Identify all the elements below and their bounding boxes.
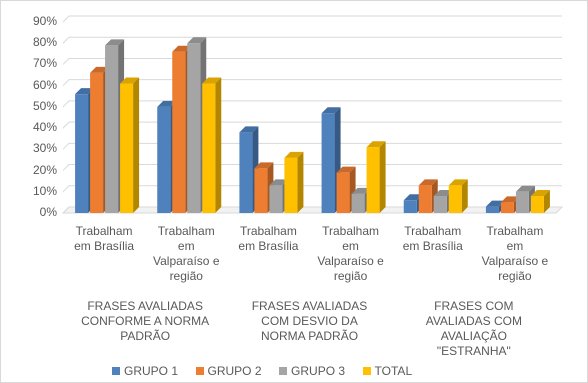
bar-top xyxy=(75,88,95,95)
bar-top xyxy=(500,196,520,203)
bar xyxy=(75,94,89,213)
bar xyxy=(239,132,253,213)
y-tick-label: 50% xyxy=(32,98,57,113)
grid-line xyxy=(62,36,562,44)
x-tick-label: Trabalham em Valparaíso e região xyxy=(153,224,220,283)
bar-top xyxy=(90,66,110,73)
legend-swatch xyxy=(112,367,120,375)
bar-top xyxy=(254,162,274,169)
bar xyxy=(515,191,529,213)
y-tick-label: 0% xyxy=(39,205,57,219)
bar-side xyxy=(215,77,222,214)
x-tick-label: Trabalham em Brasília xyxy=(74,224,135,253)
bar-top xyxy=(202,77,222,84)
bar-top xyxy=(366,141,386,148)
legend-swatch xyxy=(362,367,371,375)
grid-line xyxy=(62,121,562,129)
legend-swatch xyxy=(195,367,204,375)
bar-top xyxy=(269,179,289,186)
y-tick-label: 20% xyxy=(32,162,57,177)
bar xyxy=(187,43,201,213)
bar xyxy=(321,113,335,213)
bar-top xyxy=(530,190,550,197)
legend-label: TOTAL xyxy=(374,364,413,378)
grid-line xyxy=(62,142,562,150)
legend-item: GRUPO 3 xyxy=(279,364,345,378)
bar xyxy=(284,157,298,213)
x-tick-label: Trabalham em Valparaíso e região xyxy=(317,224,384,283)
bar-side xyxy=(379,141,386,213)
legend-label: GRUPO 3 xyxy=(291,364,346,378)
bar-top xyxy=(515,185,535,192)
bar-top xyxy=(284,151,304,158)
grid-line xyxy=(62,206,562,214)
bar xyxy=(254,168,268,213)
bar-top xyxy=(418,179,438,186)
y-tick-label: 90% xyxy=(32,14,57,28)
legend-item: GRUPO 1 xyxy=(112,364,178,378)
grid-line xyxy=(62,79,562,87)
bar xyxy=(172,51,186,213)
bar xyxy=(530,196,544,213)
bar-top xyxy=(187,37,207,44)
group-label: FRASES AVALIADAS CONFORME A NORMA PADRÃO xyxy=(81,299,210,343)
bar-top xyxy=(448,179,468,186)
y-tick-label: 70% xyxy=(32,56,57,71)
bar-top xyxy=(105,39,125,46)
bar xyxy=(500,202,514,213)
y-tick-label: 80% xyxy=(32,35,57,50)
grid-line xyxy=(62,15,562,23)
bar-top xyxy=(433,190,453,197)
y-tick-label: 60% xyxy=(32,77,57,92)
y-tick-label: 40% xyxy=(32,120,57,135)
legend-label: GRUPO 2 xyxy=(207,364,262,378)
bar xyxy=(403,200,417,213)
legend-swatch xyxy=(279,367,288,375)
legend-label: GRUPO 1 xyxy=(124,364,179,378)
grid-line xyxy=(62,100,562,108)
bar-side xyxy=(297,151,304,213)
bar xyxy=(448,185,462,213)
bar-top xyxy=(321,107,341,114)
grid-line xyxy=(62,185,562,193)
bar-top xyxy=(120,77,140,84)
bar xyxy=(433,196,447,213)
bar xyxy=(418,185,432,213)
bar xyxy=(120,83,134,214)
bar xyxy=(90,72,104,213)
bar xyxy=(202,83,216,214)
grid-line xyxy=(62,164,562,171)
group-label: FRASES AVALIADAS COM DESVIO DA NORMA PAD… xyxy=(251,299,368,343)
x-tick-label: Trabalham em Brasília xyxy=(402,224,463,253)
bar xyxy=(485,206,499,213)
bar-side xyxy=(461,179,468,213)
bar-side xyxy=(543,190,550,213)
bar-top xyxy=(239,126,259,133)
legend-item: GRUPO 2 xyxy=(195,364,262,378)
bar-top xyxy=(157,100,177,107)
bar xyxy=(351,193,365,213)
bar-top xyxy=(351,187,371,194)
grid-line xyxy=(62,57,562,65)
x-tick-label: Trabalham em Valparaíso e região xyxy=(481,224,549,283)
bar xyxy=(366,147,380,213)
bar-top xyxy=(403,194,423,201)
bar xyxy=(157,106,171,213)
bar xyxy=(269,185,283,213)
y-tick-label: 30% xyxy=(32,141,57,156)
bar xyxy=(105,45,119,213)
bar xyxy=(336,172,350,213)
x-tick-label: Trabalham em Brasília xyxy=(238,224,299,253)
bar-side xyxy=(133,77,140,214)
group-label: FRASES COM AVALIADAS COM AVALIAÇÃO "ESTR… xyxy=(425,299,522,358)
bar-top xyxy=(172,45,192,52)
bar-top xyxy=(485,200,505,207)
legend-item: TOTAL xyxy=(362,364,413,378)
bar-top xyxy=(336,166,356,173)
y-tick-label: 10% xyxy=(32,183,57,198)
